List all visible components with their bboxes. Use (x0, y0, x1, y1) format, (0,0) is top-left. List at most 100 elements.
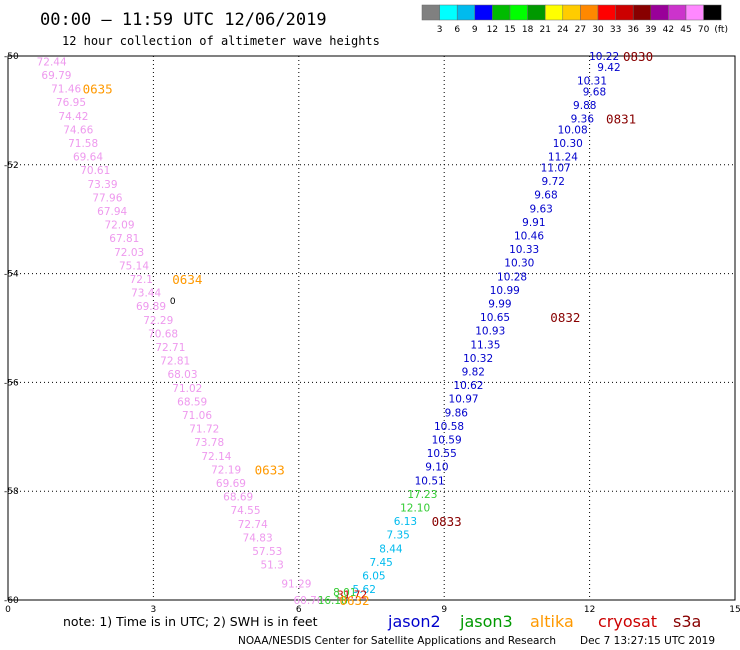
wave-height-value: 73.78 (194, 437, 224, 449)
wave-height-value: 72.19 (211, 464, 241, 476)
wave-height-value: 70.68 (148, 328, 178, 340)
wave-height-value: 72.03 (114, 247, 144, 259)
y-tick-label: -52 (4, 161, 19, 171)
wave-height-value: 10.08 (558, 124, 588, 136)
wave-height-value: 11.35 (470, 339, 500, 351)
colorbar-label: (ft) (714, 25, 728, 35)
wave-height-value: 71.72 (189, 424, 219, 436)
wave-height-value: 69.79 (41, 70, 71, 82)
wave-height-value: 6.05 (362, 571, 385, 583)
wave-height-value: 17.23 (407, 489, 437, 501)
wave-height-value: 7.45 (369, 557, 392, 569)
y-tick-label: -50 (4, 52, 19, 62)
x-tick-label: 0 (5, 605, 11, 615)
plot-area: -50 -52 -54 -56 -58 -60 0 3 6 9 12 15 72.44 69.79 71… (4, 49, 740, 615)
colorbar-swatch (421, 4, 440, 21)
colorbar-label: 30 (592, 25, 604, 35)
wave-height-value: 9.68 (534, 190, 557, 202)
y-tick-label: -54 (4, 270, 19, 280)
wave-height-value: 70.61 (80, 165, 110, 177)
chart-subtitle: 12 hour collection of altimeter wave hei… (62, 34, 380, 48)
wave-height-value: 74.42 (58, 111, 88, 123)
grid-lines (8, 56, 735, 600)
pass-label: 0833 (432, 514, 462, 529)
chart-title: 00:00 – 11:59 UTC 12/06/2019 (40, 10, 327, 30)
colorbar-swatch (562, 4, 581, 21)
wave-height-value: 60.70 (293, 595, 323, 607)
wave-height-value: 72.71 (155, 342, 185, 354)
satellite-legend: jason2 jason3 altika cryosat s3a (387, 612, 701, 631)
colorbar-swatch (668, 4, 687, 21)
wave-height-value: 10.46 (514, 231, 544, 243)
wave-height-value: 9.88 (573, 100, 596, 112)
colorbar-swatch (527, 4, 546, 21)
wave-height-value: 10.33 (509, 244, 539, 256)
y-tick-label: -60 (4, 596, 19, 606)
wave-height-value: 10.22 (589, 51, 619, 63)
wave-height-value: 68.03 (167, 369, 197, 381)
colorbar-label: 15 (504, 25, 515, 35)
wave-height-value: 91.29 (281, 579, 311, 591)
x-axis-ticks: 0 3 6 9 12 15 (5, 605, 740, 615)
wave-height-value: 9.63 (529, 203, 552, 215)
legend-s3a: s3a (673, 612, 701, 631)
wave-height-value: 16.18 (318, 595, 348, 607)
colorbar-swatch (456, 4, 476, 21)
footnote: note: 1) Time is in UTC; 2) SWH is in fe… (63, 614, 318, 629)
x-tick-label: 3 (151, 605, 157, 615)
wave-height-value: 10.93 (475, 326, 505, 338)
wave-height-value: 9.42 (597, 62, 620, 74)
wave-height-value: 10.62 (453, 380, 483, 392)
y-tick-label: -56 (4, 378, 19, 388)
wave-height-value: 72.74 (238, 519, 268, 531)
colorbar-swatch (632, 4, 652, 21)
wave-height-value: 9.82 (462, 367, 485, 379)
y-axis-ticks: -50 -52 -54 -56 -58 -60 (4, 52, 19, 606)
marker-label: 0 (170, 297, 176, 307)
colorbar-label: 36 (627, 25, 639, 35)
pass-labels: 0635 0634 0633 0632 0830 0831 0832 0833 0 (83, 49, 654, 608)
wave-height-value: 74.55 (230, 505, 260, 517)
pass-label: 0634 (172, 272, 202, 287)
colorbar-swatch (650, 4, 669, 21)
wave-height-value: 10.59 (432, 435, 462, 447)
wave-height-value: 9.10 (425, 462, 448, 474)
colorbar-swatch (509, 4, 528, 21)
colorbar-label: 9 (472, 25, 478, 35)
wave-height-value: 71.06 (182, 410, 212, 422)
x-tick-label: 12 (584, 605, 595, 615)
colorbar-label: 3 (437, 25, 443, 35)
wave-height-value: 68.59 (177, 396, 207, 408)
colorbar-swatch (597, 4, 616, 21)
x-tick-label: 6 (296, 605, 302, 615)
legend-jason2: jason2 (387, 612, 441, 631)
wave-height-value: 75.14 (119, 260, 149, 272)
colorbar-label: 24 (557, 25, 569, 35)
y-tick-label: -58 (4, 487, 19, 497)
colorbar-swatch (580, 4, 599, 21)
x-tick-label: 15 (729, 605, 740, 615)
wave-height-value: 8.44 (379, 543, 403, 555)
pass-label: 0830 (623, 49, 653, 64)
wave-height-value: 73.39 (87, 179, 117, 191)
colorbar-swatch (439, 4, 458, 21)
wave-height-value: 11.07 (541, 163, 571, 175)
timestamp: Dec 7 13:27:15 UTC 2019 (580, 635, 715, 647)
wave-height-value: 12.10 (400, 503, 430, 515)
wave-height-value: 10.65 (480, 312, 510, 324)
legend-jason3: jason3 (459, 612, 513, 631)
wave-height-value: 10.97 (449, 394, 479, 406)
colorbar-label: 6 (454, 25, 460, 35)
wave-height-value: 72.09 (104, 220, 134, 232)
wave-height-value: 57.53 (252, 546, 282, 558)
colorbar-swatch (615, 4, 634, 21)
colorbar-label: 39 (645, 25, 657, 35)
wave-height-value: 71.46 (51, 84, 81, 96)
wave-height-value: 67.94 (97, 206, 127, 218)
pass-label: 0633 (255, 462, 285, 477)
wave-height-value: 11.24 (548, 152, 578, 164)
wave-height-value: 10.28 (497, 271, 527, 283)
colorbar-label: 42 (663, 25, 674, 35)
